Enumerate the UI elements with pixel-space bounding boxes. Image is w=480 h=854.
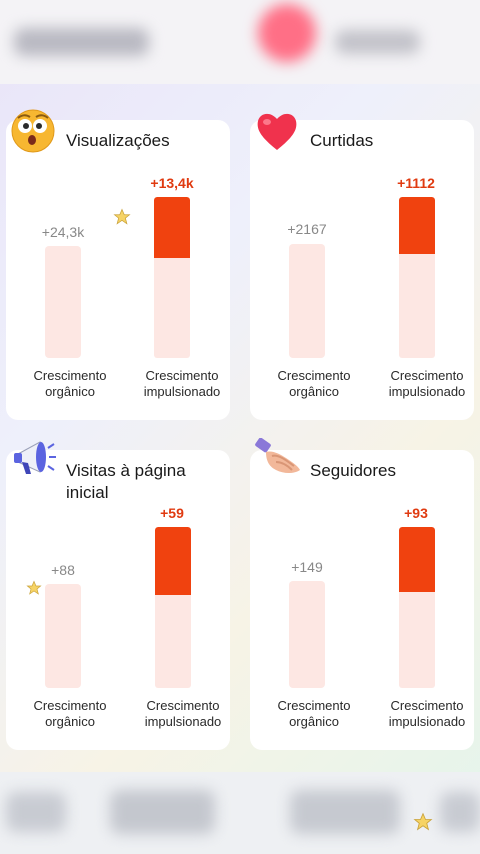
blurred-item xyxy=(290,790,400,834)
boosted-value: +59 xyxy=(160,505,184,521)
organic-caption: Crescimento orgânico xyxy=(20,368,120,400)
boosted-caption: Crescimento impulsionado xyxy=(132,368,232,400)
caption-line: Crescimento xyxy=(33,368,107,383)
blurred-text xyxy=(14,28,149,56)
star-icon xyxy=(26,580,44,598)
caption-line: Crescimento xyxy=(33,698,107,713)
handshake-icon xyxy=(254,437,300,484)
caption-line: orgânico xyxy=(45,714,95,729)
organic-bar xyxy=(45,584,81,688)
blurred-item xyxy=(440,792,480,832)
boosted-bar-fill xyxy=(154,197,190,258)
boosted-bar-fill xyxy=(155,527,191,595)
boosted-caption: Crescimento impulsionado xyxy=(377,368,477,400)
star-icon xyxy=(113,208,131,226)
organic-value: +88 xyxy=(51,562,75,578)
caption-line: orgânico xyxy=(45,384,95,399)
organic-value: +24,3k xyxy=(41,224,85,240)
organic-caption: Crescimento orgânico xyxy=(264,368,364,400)
boosted-bar xyxy=(155,527,191,688)
boosted-bar xyxy=(154,197,190,358)
organic-bar xyxy=(289,244,325,358)
caption-line: Crescimento xyxy=(277,698,351,713)
boosted-bar-fill xyxy=(399,197,435,254)
boosted-bar xyxy=(399,197,435,358)
blurred-item xyxy=(6,792,66,832)
views-card: Visualizações +24,3k +13,4k Crescimento … xyxy=(6,109,232,420)
caption-line: Crescimento xyxy=(277,368,351,383)
caption-line: orgânico xyxy=(289,714,339,729)
caption-line: orgânico xyxy=(289,384,339,399)
organic-caption: Crescimento orgânico xyxy=(264,698,364,730)
star-icon xyxy=(413,812,433,832)
boosted-caption: Crescimento impulsionado xyxy=(377,698,477,730)
megaphone-icon xyxy=(10,434,56,480)
blurred-footer xyxy=(0,772,480,854)
organic-bar xyxy=(289,581,325,688)
likes-card: Curtidas +2167 +1112 Crescimento orgânic… xyxy=(250,113,477,420)
caption-line: impulsionado xyxy=(143,384,221,399)
blurred-heart-icon xyxy=(258,4,316,62)
caption-line: Crescimento xyxy=(146,698,220,713)
caption-line: Crescimento xyxy=(390,368,464,383)
caption-line: Crescimento xyxy=(145,368,219,383)
heart-icon xyxy=(254,108,300,154)
caption-line: impulsionado xyxy=(144,714,222,729)
boosted-caption: Crescimento impulsionado xyxy=(133,698,233,730)
caption-line: Crescimento xyxy=(390,698,464,713)
blurred-text xyxy=(335,30,420,54)
card-title: Seguidores xyxy=(310,461,397,480)
card-title: Visitas à página inicial xyxy=(66,461,186,502)
boosted-value: +93 xyxy=(404,505,428,521)
organic-value: +2167 xyxy=(287,221,327,237)
organic-bar xyxy=(45,246,81,358)
followers-card: Seguidores +149 +93 Crescimento orgânico… xyxy=(250,437,477,750)
boosted-value: +1112 xyxy=(397,175,435,191)
organic-caption: Crescimento orgânico xyxy=(20,698,120,730)
blurred-header xyxy=(0,0,480,84)
boosted-value: +13,4k xyxy=(150,175,194,191)
boosted-bar-fill xyxy=(399,527,435,592)
boosted-bar xyxy=(399,527,435,688)
profile-visits-card: Visitas à página inicial +88 +59 Crescim… xyxy=(6,441,233,750)
organic-value: +149 xyxy=(291,559,323,575)
card-title: Curtidas xyxy=(310,131,374,150)
blurred-item xyxy=(110,790,215,834)
card-title: Visualizações xyxy=(66,131,170,150)
caption-line: impulsionado xyxy=(388,714,466,729)
astonished-face-icon xyxy=(10,108,56,154)
caption-line: impulsionado xyxy=(388,384,466,399)
